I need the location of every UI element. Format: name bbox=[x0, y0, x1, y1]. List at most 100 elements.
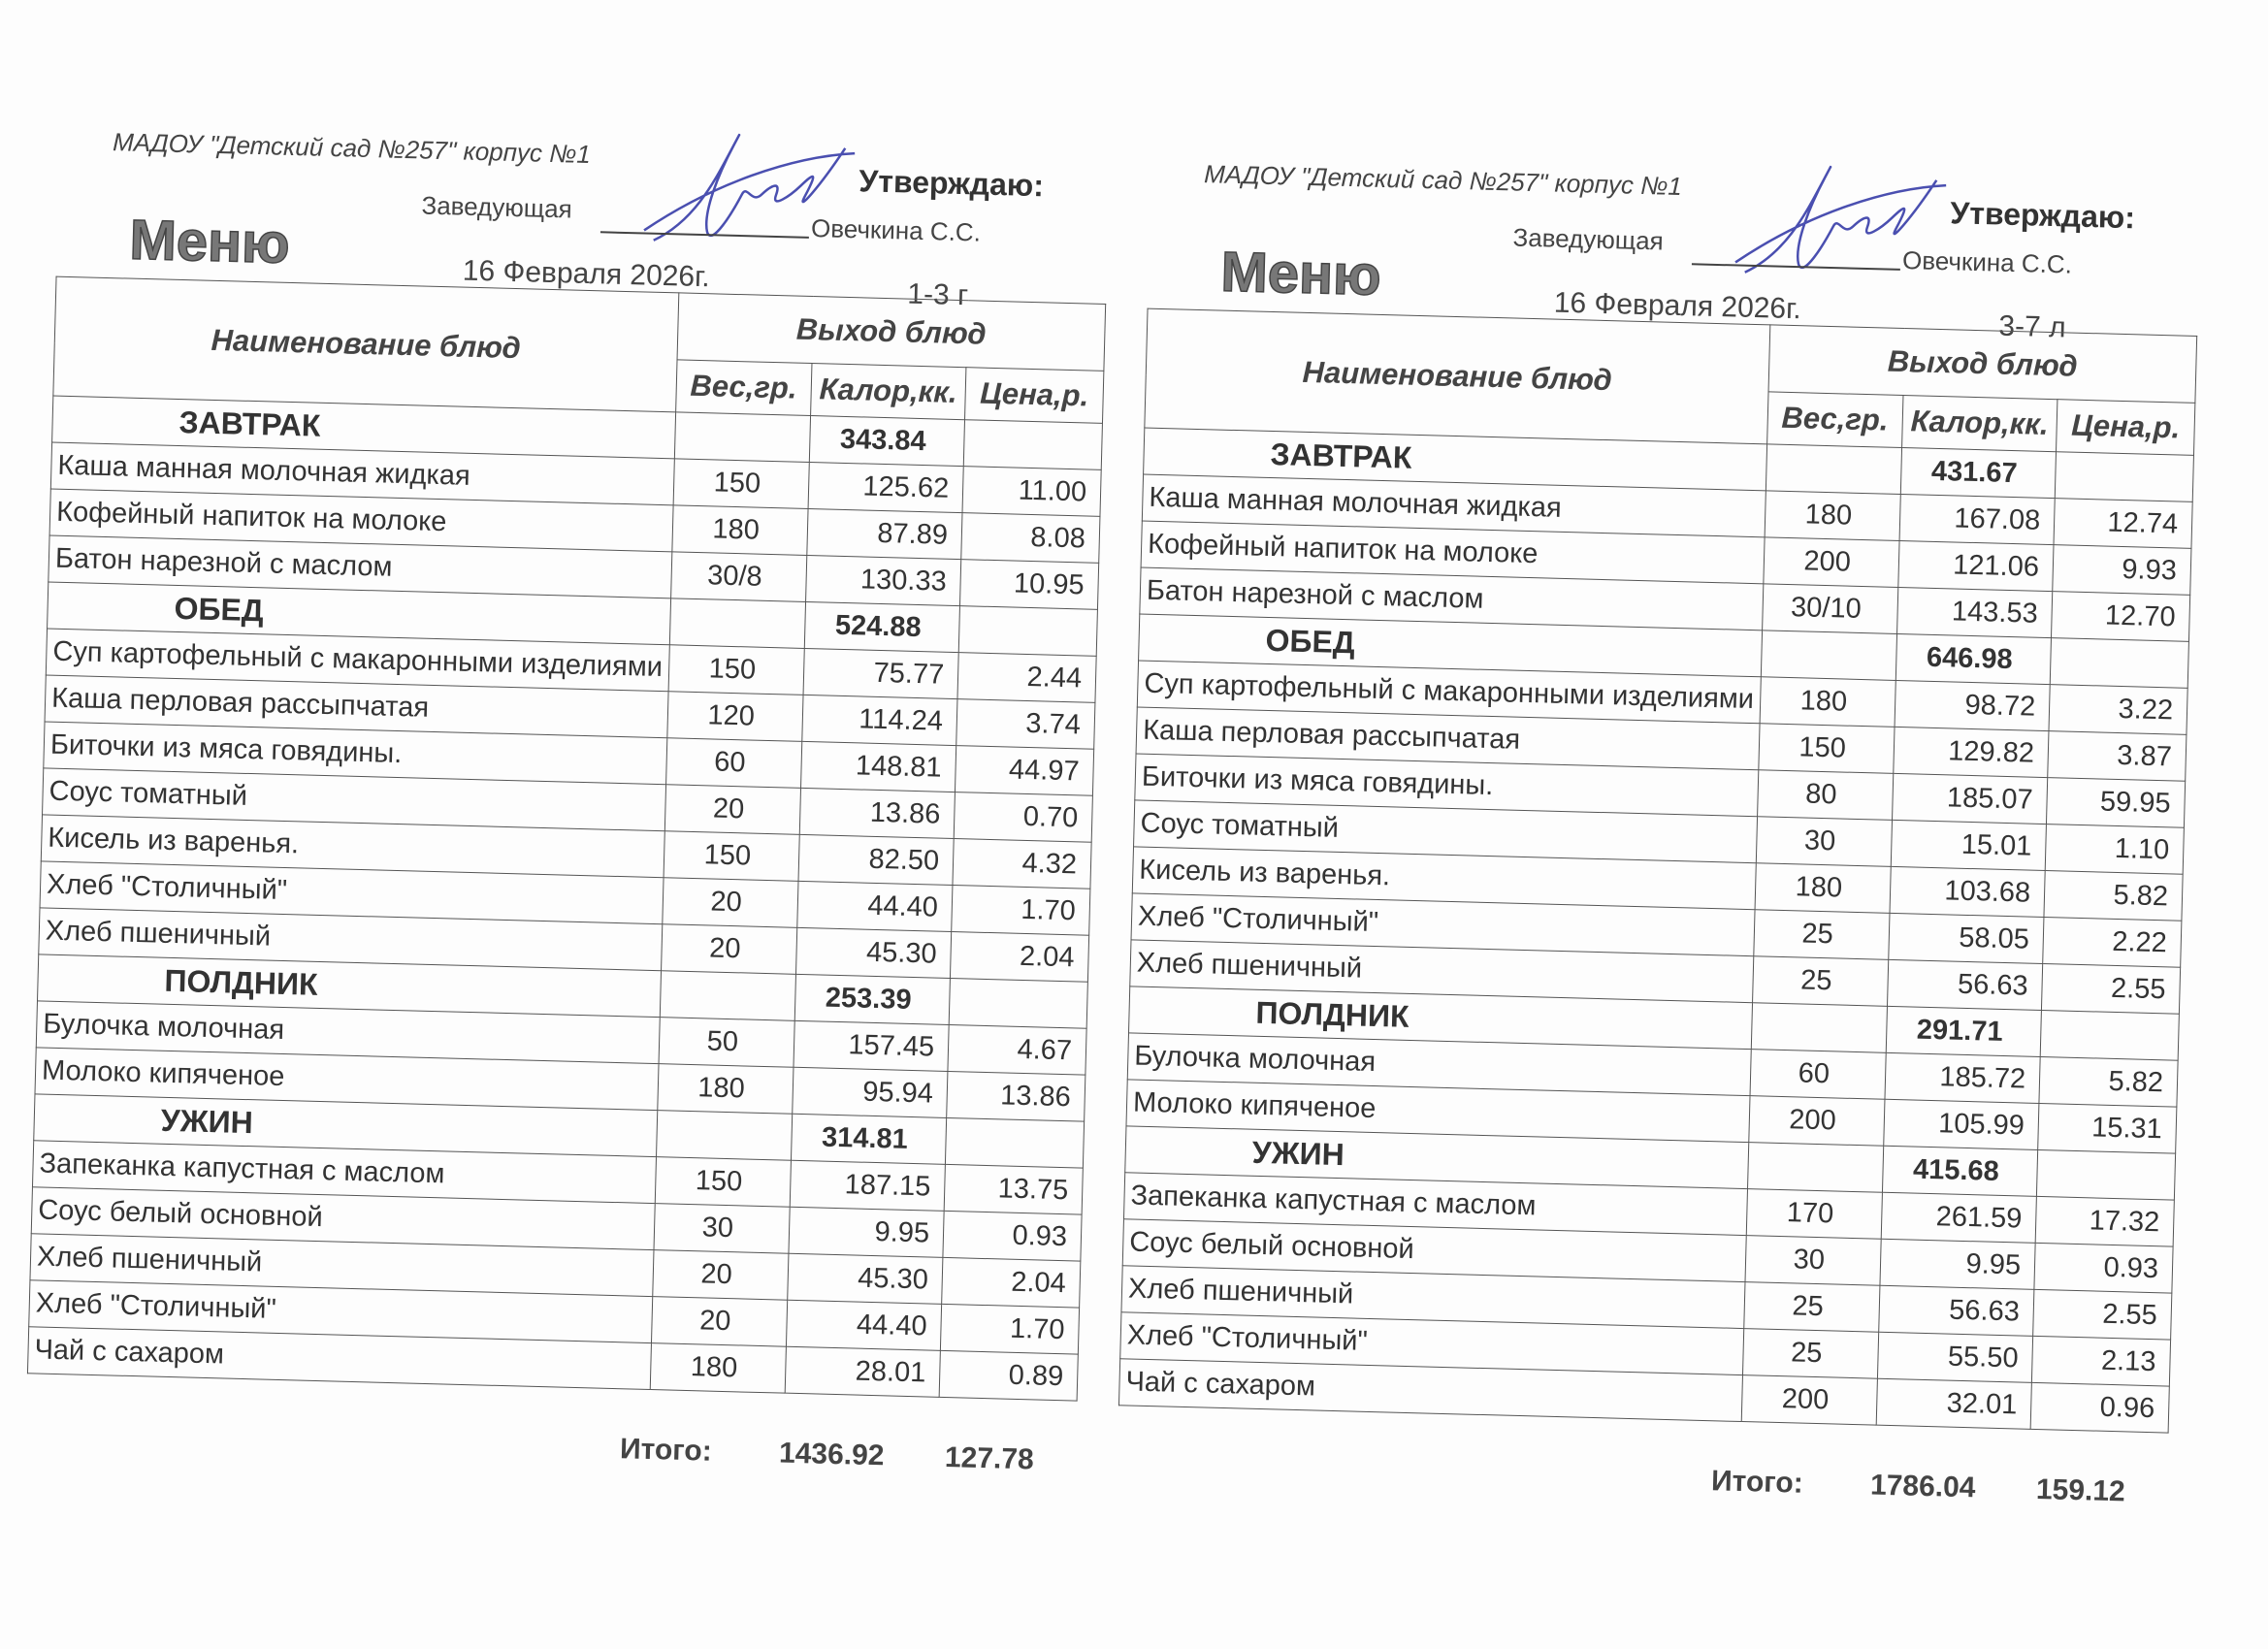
dish-weight bbox=[1761, 630, 1897, 681]
dish-weight: 50 bbox=[658, 1017, 794, 1068]
dish-kcal: 87.89 bbox=[806, 508, 963, 560]
dish-price: 15.31 bbox=[2037, 1103, 2177, 1154]
dish-kcal: 143.53 bbox=[1896, 587, 2053, 638]
dish-weight bbox=[1751, 1002, 1888, 1053]
dish-weight: 60 bbox=[1749, 1049, 1886, 1100]
dish-price bbox=[2040, 1010, 2180, 1061]
dish-kcal: 28.01 bbox=[784, 1346, 941, 1398]
section-kcal: 291.71 bbox=[1885, 1006, 2042, 1057]
director-name: Овечкина С.С. bbox=[1901, 244, 2073, 279]
dish-price: 59.95 bbox=[2046, 777, 2186, 828]
dish-price: 9.93 bbox=[2052, 544, 2191, 596]
dish-weight: 150 bbox=[654, 1156, 792, 1208]
dish-kcal: 9.95 bbox=[1879, 1239, 2036, 1290]
signature-icon bbox=[1734, 165, 1947, 274]
column-header-weight: Вес,гр. bbox=[675, 359, 812, 416]
column-header-price: Цена,р. bbox=[2056, 399, 2195, 456]
dish-kcal: 82.50 bbox=[797, 834, 955, 886]
menu-panel: МАДОУ "Детский сад №257" корпус №1 Утвер… bbox=[0, 0, 1135, 1581]
dish-weight: 30 bbox=[1744, 1235, 1881, 1286]
dish-weight: 180 bbox=[657, 1063, 794, 1115]
dish-price: 12.74 bbox=[2054, 498, 2193, 549]
dish-weight: 200 bbox=[1740, 1374, 1878, 1426]
dish-kcal: 15.01 bbox=[1890, 820, 2047, 871]
column-header-weight: Вес,гр. bbox=[1766, 391, 1903, 448]
dish-weight: 180 bbox=[649, 1342, 787, 1394]
dish-weight: 150 bbox=[667, 644, 804, 695]
dish-kcal: 56.63 bbox=[1887, 959, 2043, 1011]
dish-kcal: 185.72 bbox=[1884, 1052, 2041, 1104]
approve-label: Утверждаю: bbox=[858, 163, 1045, 204]
column-header-name: Наименование блюд bbox=[52, 276, 679, 412]
dish-weight: 180 bbox=[671, 504, 808, 556]
total-kcal: 1786.04 bbox=[1869, 1469, 1976, 1504]
section-kcal: 524.88 bbox=[803, 601, 960, 653]
dish-weight: 25 bbox=[1743, 1281, 1880, 1333]
director-name: Овечкина С.С. bbox=[810, 212, 982, 247]
dish-price: 2.55 bbox=[2041, 963, 2181, 1015]
dish-price: 1.10 bbox=[2045, 824, 2185, 875]
dish-kcal: 187.15 bbox=[789, 1160, 946, 1212]
approve-label: Утверждаю: bbox=[1949, 195, 2136, 236]
organization-name: МАДОУ "Детский сад №257" корпус №1 bbox=[1203, 159, 1683, 201]
dish-weight: 180 bbox=[1754, 862, 1891, 914]
dish-kcal: 185.07 bbox=[1892, 773, 2048, 824]
dish-price: 0.93 bbox=[2033, 1243, 2174, 1294]
dish-weight: 30 bbox=[1756, 816, 1893, 867]
dish-weight: 120 bbox=[666, 691, 803, 742]
dish-weight: 200 bbox=[1748, 1095, 1885, 1147]
total-price: 159.12 bbox=[2035, 1473, 2126, 1508]
dish-kcal: 105.99 bbox=[1883, 1099, 2039, 1150]
dish-kcal: 45.30 bbox=[795, 927, 952, 979]
dish-weight bbox=[669, 598, 806, 649]
dish-kcal: 121.06 bbox=[1897, 540, 2055, 592]
dish-weight: 80 bbox=[1757, 769, 1894, 821]
dish-kcal: 114.24 bbox=[801, 695, 958, 746]
dish-weight bbox=[660, 970, 796, 1021]
dish-kcal: 98.72 bbox=[1894, 680, 2051, 731]
dish-weight bbox=[674, 411, 811, 463]
total-kcal: 1436.92 bbox=[778, 1437, 885, 1472]
dish-price: 0.96 bbox=[2030, 1382, 2170, 1434]
organization-name: МАДОУ "Детский сад №257" корпус №1 bbox=[112, 127, 592, 169]
menu-panel: МАДОУ "Детский сад №257" корпус №1 Утвер… bbox=[1051, 32, 2225, 1613]
dish-price: 2.22 bbox=[2042, 917, 2182, 968]
dish-weight bbox=[656, 1110, 793, 1161]
dish-weight: 30/10 bbox=[1762, 583, 1898, 634]
dish-price: 3.22 bbox=[2049, 684, 2188, 735]
dish-kcal: 125.62 bbox=[807, 462, 964, 513]
head-title: Заведующая bbox=[1512, 222, 1665, 256]
dish-weight: 150 bbox=[672, 458, 809, 509]
section-kcal: 415.68 bbox=[1882, 1146, 2038, 1197]
dish-weight: 20 bbox=[651, 1296, 788, 1347]
head-title: Заведующая bbox=[421, 190, 573, 224]
section-kcal: 646.98 bbox=[1895, 633, 2052, 685]
dish-weight: 30/8 bbox=[670, 551, 807, 602]
column-header-output: Выход блюд bbox=[676, 292, 1106, 372]
section-kcal: 431.67 bbox=[1899, 447, 2057, 499]
column-header-name: Наименование блюд bbox=[1144, 308, 1770, 444]
dish-weight: 60 bbox=[665, 737, 802, 789]
dish-kcal: 148.81 bbox=[800, 741, 956, 792]
dish-kcal: 32.01 bbox=[1875, 1378, 2032, 1430]
dish-kcal: 261.59 bbox=[1880, 1192, 2037, 1244]
section-kcal: 314.81 bbox=[791, 1114, 947, 1165]
dish-weight: 150 bbox=[663, 830, 799, 882]
dish-kcal: 56.63 bbox=[1878, 1285, 2034, 1337]
dish-price bbox=[2055, 451, 2194, 502]
dish-price bbox=[2036, 1149, 2176, 1201]
menu-title: Меню bbox=[1219, 240, 1382, 308]
dish-price: 17.32 bbox=[2035, 1196, 2175, 1247]
dish-price: 2.13 bbox=[2031, 1336, 2171, 1387]
dish-kcal: 95.94 bbox=[792, 1067, 948, 1118]
dish-weight: 180 bbox=[1764, 490, 1900, 541]
dish-price: 12.70 bbox=[2051, 591, 2190, 642]
dish-weight: 180 bbox=[1759, 676, 1895, 728]
total-label: Итого: bbox=[1710, 1465, 1804, 1500]
dish-kcal: 58.05 bbox=[1888, 913, 2045, 964]
total-label: Итого: bbox=[619, 1433, 713, 1468]
dish-kcal: 9.95 bbox=[788, 1207, 945, 1258]
column-header-kcal: Калор,кк. bbox=[810, 363, 966, 420]
section-kcal: 343.84 bbox=[808, 415, 965, 467]
dish-weight: 170 bbox=[1745, 1188, 1883, 1240]
